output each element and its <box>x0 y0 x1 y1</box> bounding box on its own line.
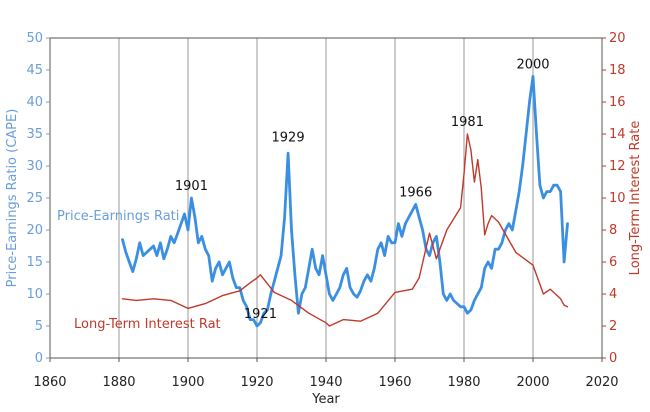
right-tick-label-16: 16 <box>609 95 626 110</box>
x-tick-label-1860: 1860 <box>33 375 66 390</box>
right-tick-label-6: 6 <box>609 255 617 270</box>
left-tick-label-10: 10 <box>26 287 43 302</box>
left-tick-label-25: 25 <box>26 191 43 206</box>
x-tick-label-1960: 1960 <box>378 375 411 390</box>
left-axis-title: Price-Earnings Ratio (CAPE) <box>5 109 20 288</box>
right-tick-label-2: 2 <box>609 319 617 334</box>
interest-rate-series-line <box>121 133 569 327</box>
right-tick-label-8: 8 <box>609 223 617 238</box>
annotation-1929: 1929 <box>272 130 305 145</box>
x-tick-label-2020: 2020 <box>585 375 618 390</box>
annotation-1901: 1901 <box>175 179 208 194</box>
pe-ratio-series-line <box>121 75 569 328</box>
x-axis-title: Year <box>311 392 340 407</box>
annotation-1981: 1981 <box>451 115 484 130</box>
x-tick-label-2000: 2000 <box>516 375 549 390</box>
left-tick-label-5: 5 <box>35 319 43 334</box>
annotation-2000: 2000 <box>516 57 549 72</box>
tick-labels: 1860 1880 1900 1920 1940 1960 1980 2000 20200510… <box>26 31 625 390</box>
x-tick-label-1920: 1920 <box>240 375 273 390</box>
year-annotations: 1901 1921 1929 1966 1981 2000 <box>175 57 550 322</box>
right-tick-label-4: 4 <box>609 287 617 302</box>
right-tick-label-10: 10 <box>609 191 626 206</box>
left-tick-label-45: 45 <box>26 63 43 78</box>
left-tick-label-30: 30 <box>26 159 43 174</box>
x-tick-label-1940: 1940 <box>309 375 342 390</box>
series-label-pe-ratio: Price-Earnings Rati <box>57 209 179 224</box>
right-axis-title: Long-Term Interest Rate <box>628 121 643 276</box>
left-tick-label-15: 15 <box>26 255 43 270</box>
left-tick-label-0: 0 <box>35 351 43 366</box>
x-tick-label-1880: 1880 <box>102 375 135 390</box>
right-tick-label-20: 20 <box>609 31 626 46</box>
right-tick-label-14: 14 <box>609 127 626 142</box>
left-tick-label-40: 40 <box>26 95 43 110</box>
annotation-1921: 1921 <box>244 307 277 322</box>
series-lines <box>121 75 569 328</box>
x-tick-label-1980: 1980 <box>447 375 480 390</box>
right-tick-label-12: 12 <box>609 159 626 174</box>
left-tick-label-50: 50 <box>26 31 43 46</box>
right-tick-label-0: 0 <box>609 351 617 366</box>
annotation-1966: 1966 <box>399 185 432 200</box>
series-label-interest-rate: Long-Term Interest Rat <box>74 317 221 332</box>
right-tick-label-18: 18 <box>609 63 626 78</box>
left-tick-label-20: 20 <box>26 223 43 238</box>
x-tick-label-1900: 1900 <box>171 375 204 390</box>
left-tick-label-35: 35 <box>26 127 43 142</box>
